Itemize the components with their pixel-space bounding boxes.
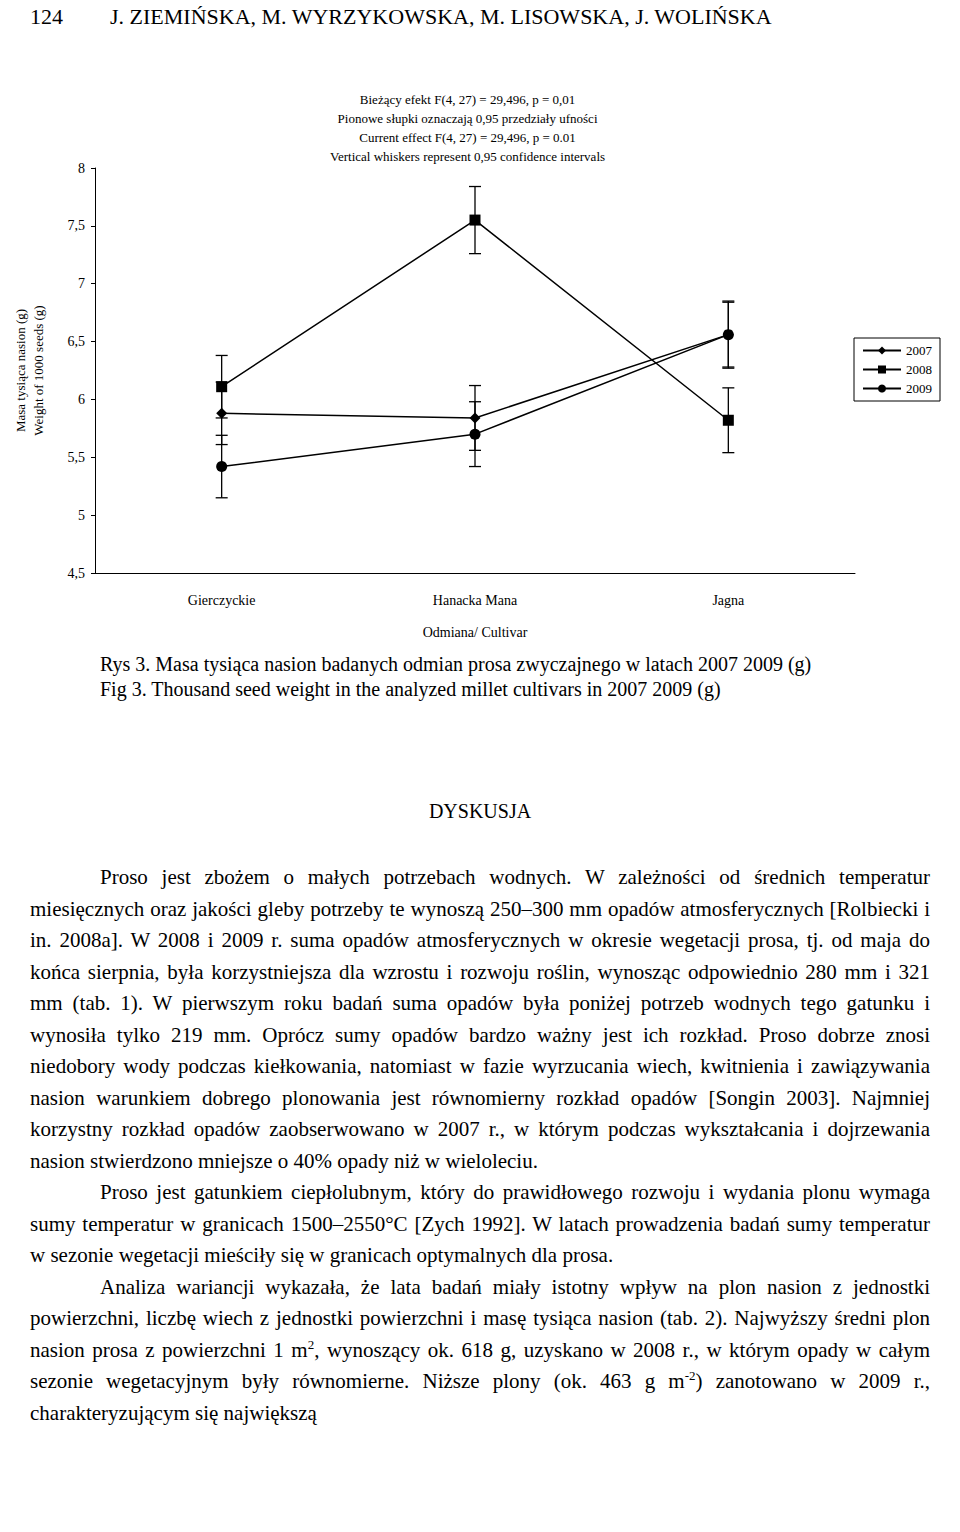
- svg-text:Pionowe słupki oznaczają 0,95: Pionowe słupki oznaczają 0,95 przedziały…: [338, 111, 598, 126]
- svg-text:6: 6: [78, 392, 85, 407]
- html-text:Fig 3. Thousand seed weight in: Fig 3. Thousand seed weight in the analy…: [100, 678, 721, 700]
- svg-text:Current effect F(4, 27) = 29,4: Current effect F(4, 27) = 29,496, p = 0.…: [359, 130, 576, 145]
- svg-text:Gierczyckie: Gierczyckie: [188, 593, 256, 608]
- html-text:J. ZIEMIŃSKA, M. WYRZYKOWSKA,: J. ZIEMIŃSKA, M. WYRZYKOWSKA, M. LISOWSK…: [110, 4, 772, 29]
- svg-text:7,5: 7,5: [68, 218, 86, 233]
- svg-text:5,5: 5,5: [68, 450, 86, 465]
- html-text:DYSKUSJA: DYSKUSJA: [428, 800, 532, 822]
- html-text:Rys 3. Masa tysiąca nasion bad: Rys 3. Masa tysiąca nasion badanych odmi…: [100, 653, 812, 675]
- svg-text:7: 7: [78, 276, 85, 291]
- html-text:124: 124: [30, 4, 63, 29]
- svg-text:2008: 2008: [906, 362, 932, 377]
- svg-text:Hanacka Mana: Hanacka Mana: [433, 593, 518, 608]
- svg-text:Masa tysiąca nasion (g): Masa tysiąca nasion (g): [13, 309, 28, 432]
- svg-text:8: 8: [78, 161, 85, 176]
- svg-text:6,5: 6,5: [68, 334, 86, 349]
- html-text:Analiza wariancji wykazała, że: Analiza wariancji wykazała, że lata bada…: [30, 1274, 930, 1425]
- svg-text:Jagna: Jagna: [712, 593, 745, 608]
- svg-text:2009: 2009: [906, 381, 932, 396]
- svg-text:Bieżący efekt F(4, 27) = 29,49: Bieżący efekt F(4, 27) = 29,496, p = 0,0…: [360, 92, 575, 107]
- svg-text:Odmiana/ Cultivar: Odmiana/ Cultivar: [423, 625, 528, 640]
- svg-text:4,5: 4,5: [68, 566, 86, 581]
- svg-text:2007: 2007: [906, 343, 933, 358]
- svg-text:5: 5: [78, 508, 85, 523]
- html-text:Proso jest zbożem o małych pot: Proso jest zbożem o małych potrzebach wo…: [30, 865, 930, 1173]
- svg-text:Weight of 1000 seeds (g): Weight of 1000 seeds (g): [31, 305, 46, 435]
- svg-text:Vertical whiskers represent 0,: Vertical whiskers represent 0,95 confide…: [330, 149, 605, 164]
- html-text:Proso jest gatunkiem ciepłolub: Proso jest gatunkiem ciepłolubnym, który…: [30, 1180, 930, 1267]
